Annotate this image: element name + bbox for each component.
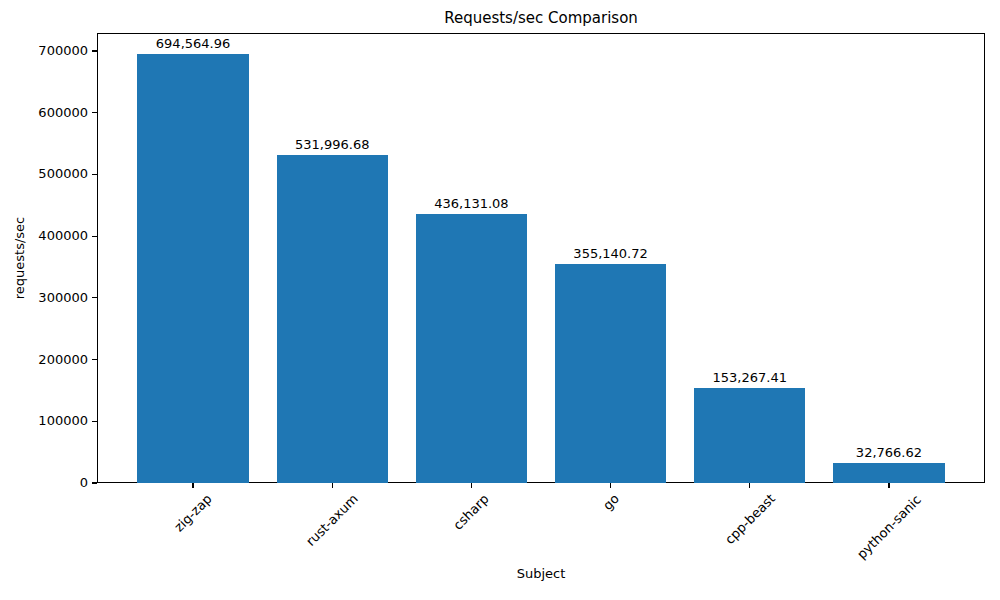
y-tick-label: 0 (0, 475, 88, 491)
x-tick-mark (471, 483, 472, 488)
bar (416, 214, 527, 483)
y-tick-mark (92, 482, 97, 483)
y-tick-mark (92, 297, 97, 298)
x-tick-mark (610, 483, 611, 488)
x-tick-label: rust-axum (303, 492, 361, 550)
y-tick-mark (92, 236, 97, 237)
bar (833, 463, 944, 483)
y-tick-mark (92, 174, 97, 175)
x-tick-label: go (600, 491, 622, 513)
y-tick-label: 100000 (0, 413, 88, 429)
y-tick-mark (92, 421, 97, 422)
y-tick-label: 200000 (0, 352, 88, 368)
y-tick-mark (92, 50, 97, 51)
bar (555, 264, 666, 483)
bar-value-label: 355,140.72 (573, 246, 647, 261)
y-tick-label: 500000 (0, 166, 88, 182)
y-tick-label: 600000 (0, 105, 88, 121)
bar-value-label: 436,131.08 (434, 196, 508, 211)
bar-value-label: 531,996.68 (295, 137, 369, 152)
bar (694, 388, 805, 483)
bar-value-label: 153,267.41 (713, 370, 787, 385)
bar-value-label: 32,766.62 (856, 445, 922, 460)
x-tick-mark (749, 483, 750, 488)
bar-value-label: 694,564.96 (156, 36, 230, 51)
y-tick-mark (92, 359, 97, 360)
x-tick-label: zig-zap (171, 491, 214, 534)
x-tick-mark (888, 483, 889, 488)
x-tick-label: csharp (451, 492, 493, 534)
x-tick-label: cpp-beast (722, 491, 778, 547)
x-tick-label: python-sanic (854, 492, 924, 562)
x-tick-mark (332, 483, 333, 488)
bar (277, 155, 388, 483)
y-tick-label: 300000 (0, 290, 88, 306)
y-tick-label: 400000 (0, 228, 88, 244)
chart-title: Requests/sec Comparison (97, 9, 985, 27)
y-tick-mark (92, 112, 97, 113)
x-axis-label: Subject (97, 566, 985, 581)
bar (137, 54, 248, 483)
figure: Requests/sec Comparison requests/sec Sub… (0, 0, 1000, 600)
x-tick-mark (192, 483, 193, 488)
y-tick-label: 700000 (0, 43, 88, 59)
